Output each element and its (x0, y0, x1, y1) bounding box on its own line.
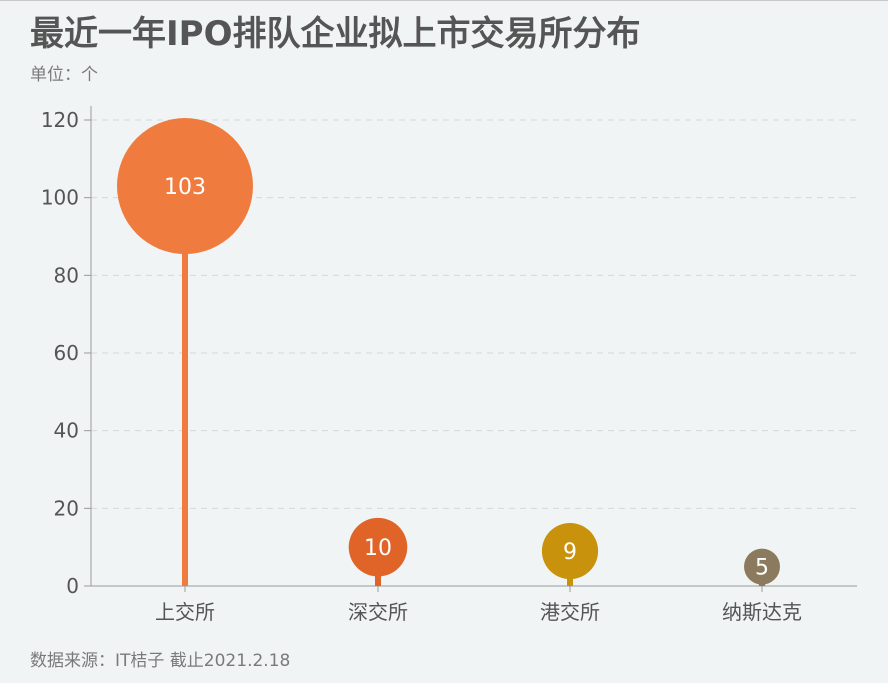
data-label: 103 (164, 175, 206, 200)
y-tick-label: 120 (41, 108, 79, 132)
x-tick-label: 深交所 (348, 600, 408, 624)
lollipop-bubble (541, 522, 599, 580)
source-note: 数据来源：IT桔子 截止2021.2.18 (30, 651, 291, 671)
y-tick-label: 100 (41, 186, 79, 210)
y-tick-label: 0 (66, 574, 79, 598)
x-tick-label: 港交所 (540, 600, 600, 624)
y-tick-label: 20 (54, 496, 79, 520)
unit-label: 单位：个 (30, 65, 98, 85)
y-tick-label: 60 (54, 341, 79, 365)
x-tick-label: 上交所 (155, 600, 215, 624)
lollipop-bubble (117, 118, 253, 255)
x-tick-label: 纳斯达克 (722, 600, 802, 624)
top-border (0, 0, 888, 1)
y-tick-label: 40 (54, 419, 79, 443)
data-label: 10 (364, 536, 392, 561)
lollipop-bubble (744, 548, 780, 585)
y-tick-label: 80 (54, 263, 79, 287)
lollipop-bubble (348, 517, 408, 577)
chart-title: 最近一年IPO排队企业拟上市交易所分布 (30, 14, 641, 54)
data-label: 9 (563, 540, 577, 565)
data-label: 5 (755, 556, 769, 581)
